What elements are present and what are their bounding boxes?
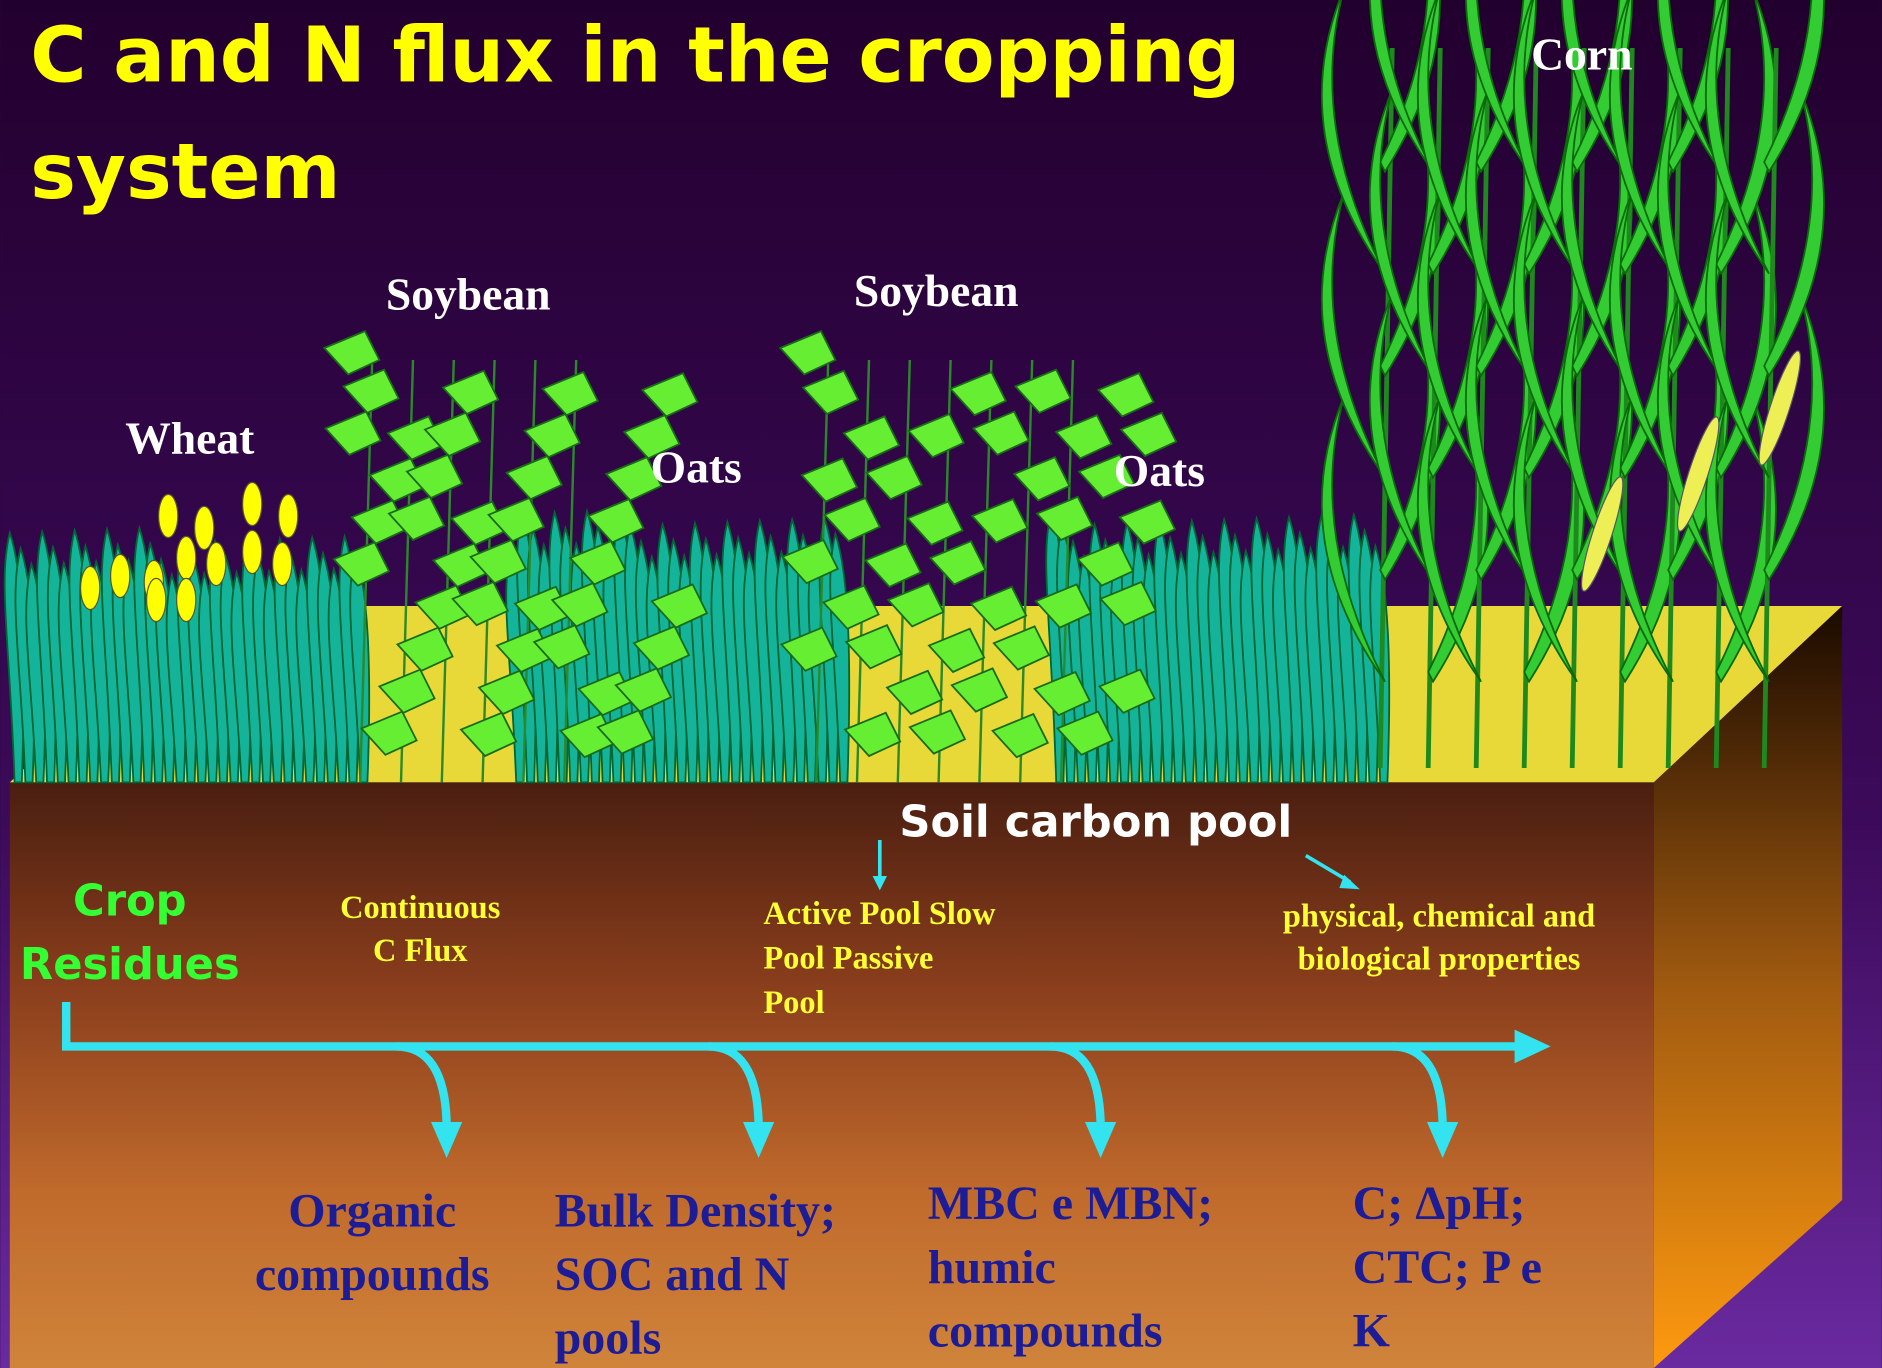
title-line: system bbox=[30, 128, 340, 217]
input-label: Crop bbox=[73, 877, 187, 927]
wheat-head bbox=[177, 536, 196, 579]
note: biological properties bbox=[1298, 942, 1581, 978]
wheat-head bbox=[81, 566, 100, 609]
note: C Flux bbox=[373, 933, 468, 969]
crop-label: Oats bbox=[1114, 445, 1205, 496]
wheat-head bbox=[159, 494, 178, 537]
outcome: K bbox=[1353, 1304, 1390, 1357]
wheat-head bbox=[273, 542, 292, 585]
note: Pool Passive bbox=[763, 940, 933, 976]
slide: C and N flux in the cropping system Whea… bbox=[0, 0, 1882, 1368]
wheat-head bbox=[243, 530, 262, 573]
crop-label: Soybean bbox=[386, 269, 551, 320]
wheat-head bbox=[177, 578, 196, 621]
outcome: Organic bbox=[288, 1184, 456, 1237]
wheat-head bbox=[195, 506, 214, 549]
outcome: pools bbox=[555, 1312, 662, 1365]
outcome: compounds bbox=[255, 1248, 490, 1301]
wheat-head bbox=[147, 578, 166, 621]
wheat-head bbox=[207, 542, 226, 585]
outcome: compounds bbox=[928, 1304, 1163, 1357]
note: Pool bbox=[763, 985, 824, 1021]
outcome: Bulk Density; bbox=[555, 1184, 836, 1237]
outcome: SOC and N bbox=[555, 1248, 790, 1301]
note: Continuous bbox=[340, 890, 500, 926]
crop-label: Corn bbox=[1531, 29, 1632, 80]
input-label: Residues bbox=[20, 940, 240, 990]
outcome: C; ΔpH; bbox=[1353, 1177, 1526, 1230]
outcome: humic bbox=[928, 1241, 1056, 1294]
wheat-head bbox=[243, 482, 262, 525]
crop-label: Soybean bbox=[854, 265, 1019, 316]
note: physical, chemical and bbox=[1283, 898, 1595, 934]
outcome: MBC e MBN; bbox=[928, 1177, 1213, 1230]
note: Active Pool Slow bbox=[763, 896, 996, 932]
crop-label: Oats bbox=[651, 441, 742, 492]
soil-pool-label: Soil carbon pool bbox=[899, 797, 1292, 847]
crop-label: Wheat bbox=[125, 413, 254, 464]
outcome: CTC; P e bbox=[1353, 1241, 1542, 1294]
wheat-head bbox=[279, 494, 298, 537]
title-line: C and N flux in the cropping bbox=[30, 12, 1240, 101]
wheat-head bbox=[111, 554, 130, 597]
